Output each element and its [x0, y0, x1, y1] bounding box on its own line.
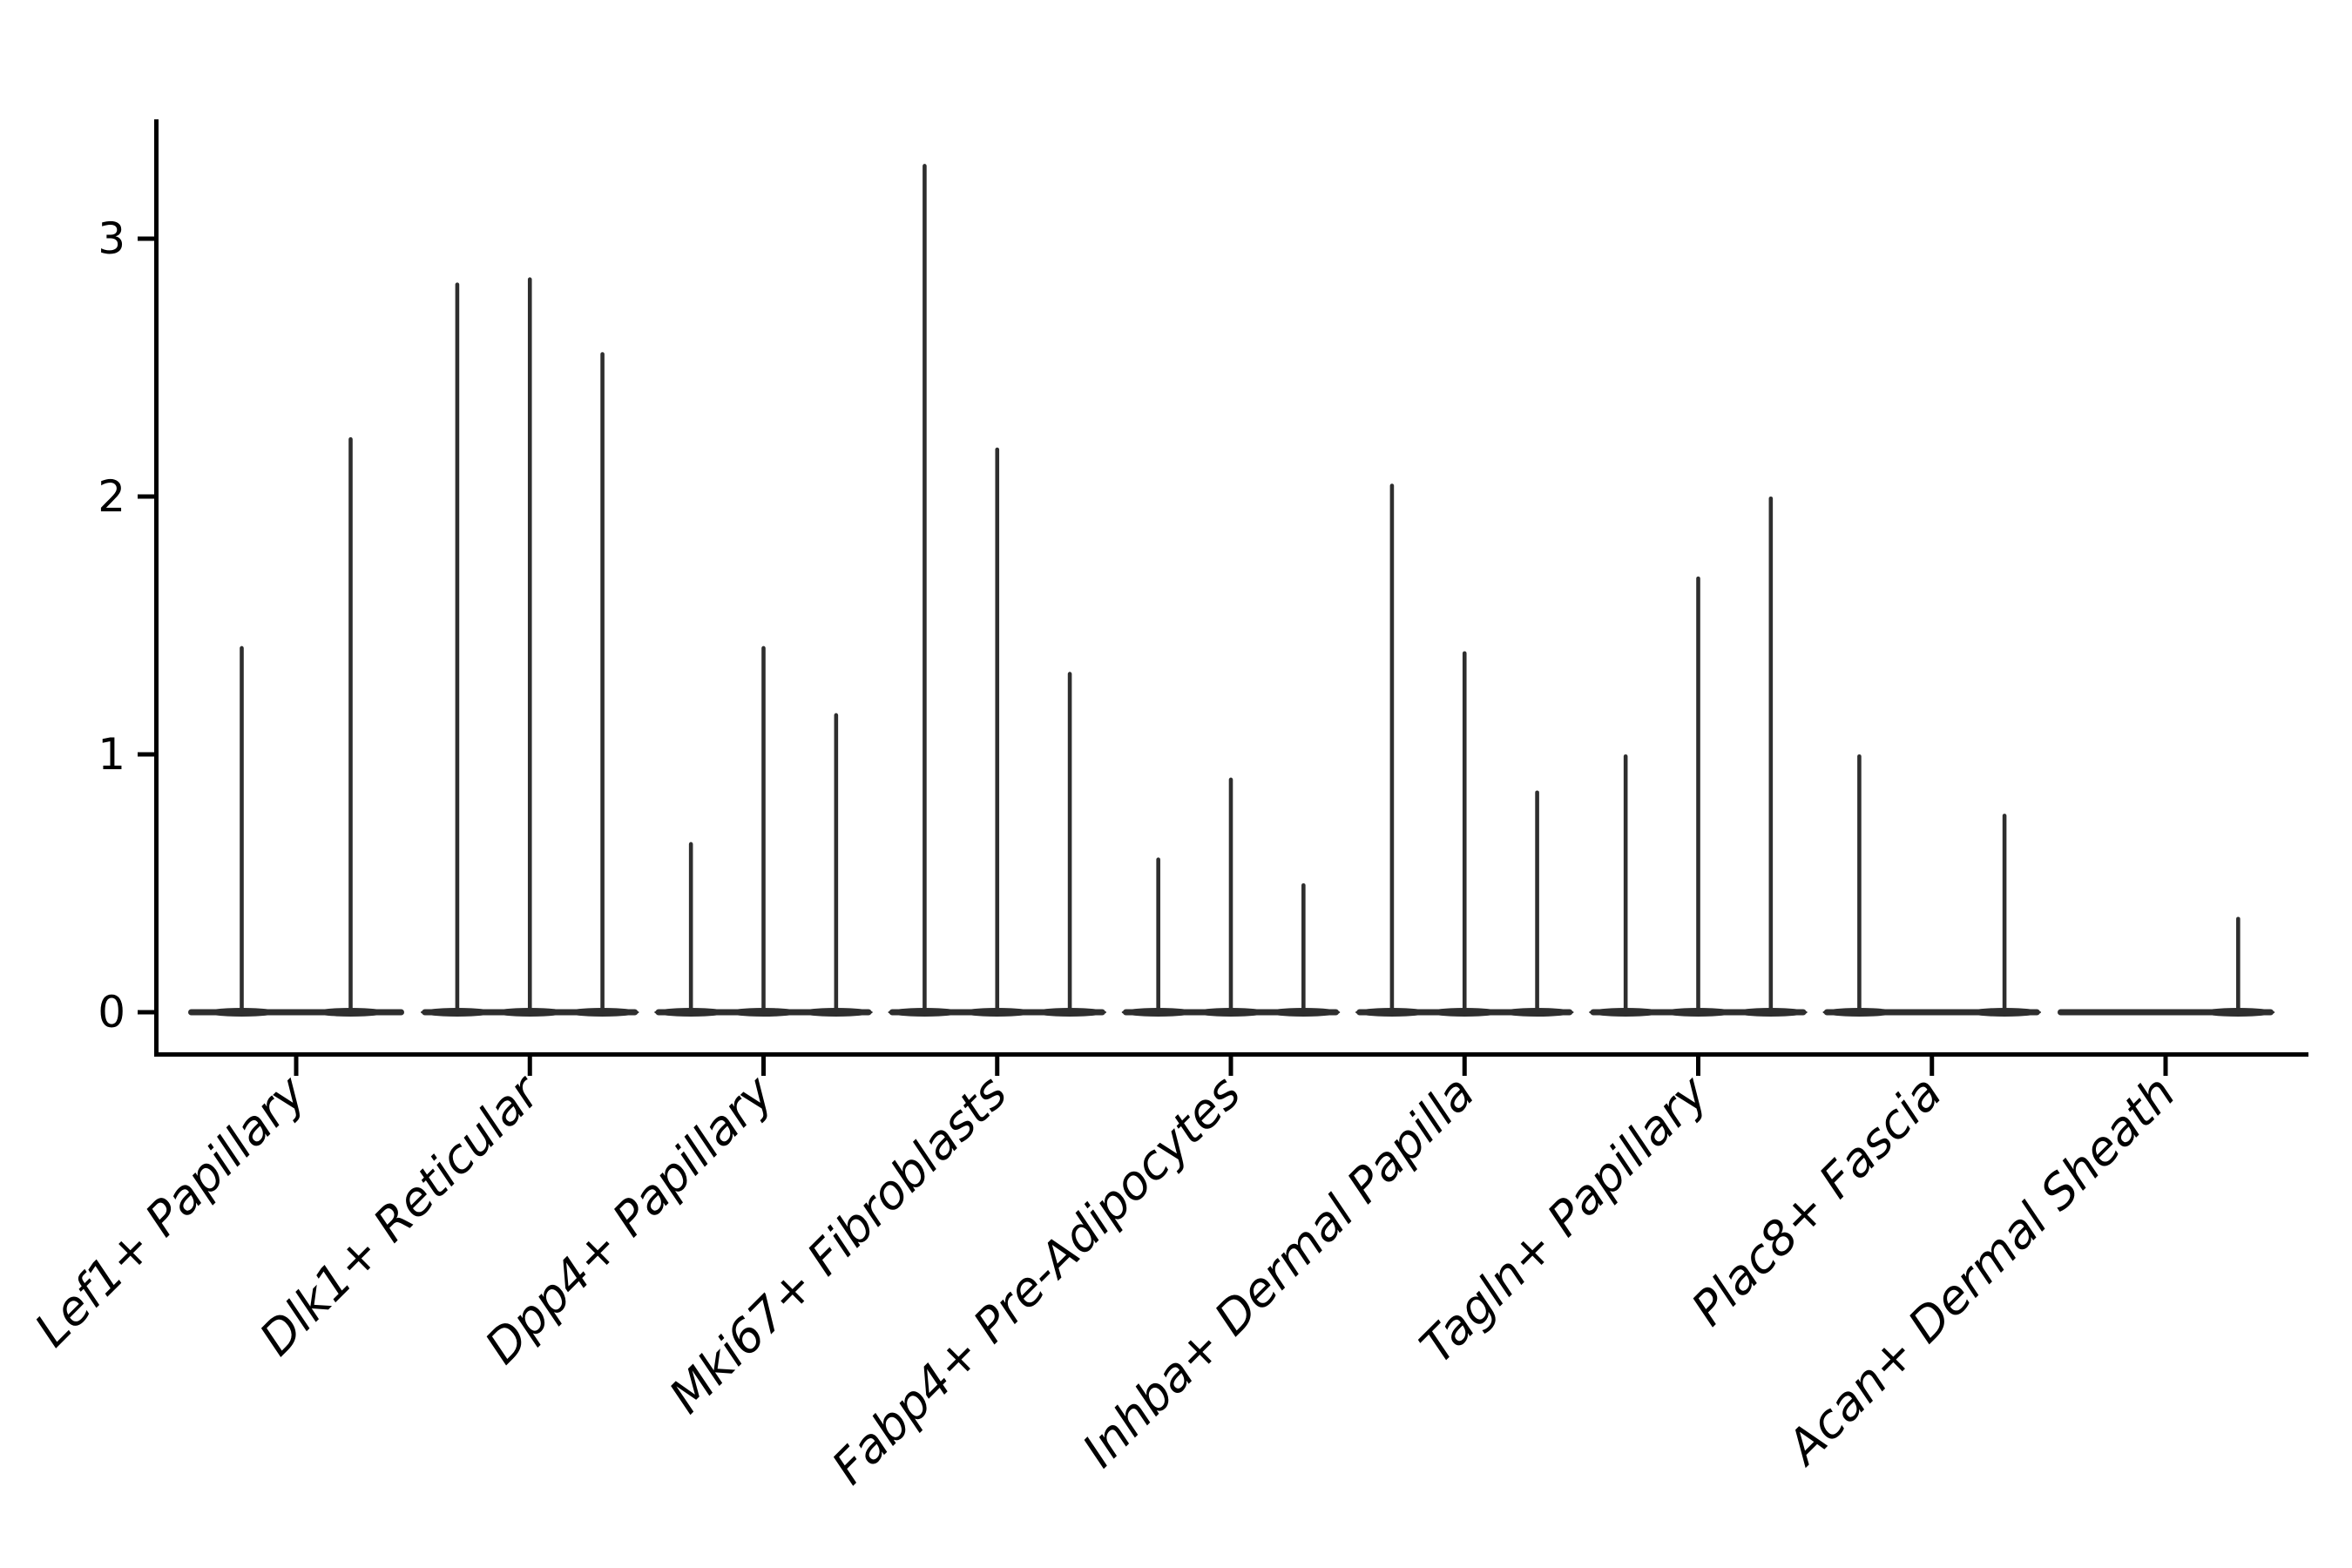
- violin-spike: [1301, 883, 1306, 1012]
- violin-spike: [455, 282, 460, 1012]
- violin-spike: [1389, 483, 1395, 1012]
- violin-bump: [420, 1008, 494, 1017]
- violin-bump: [1500, 1008, 1574, 1017]
- violin-spike: [240, 645, 244, 1012]
- y-tick-label: 0: [98, 987, 125, 1037]
- violin-spike: [1462, 651, 1467, 1012]
- violin-bump: [1734, 1008, 1808, 1017]
- violin-bump: [1355, 1008, 1429, 1017]
- violin-spike: [2236, 916, 2240, 1012]
- violin-spike: [1156, 857, 1160, 1012]
- violin-bump: [1121, 1008, 1195, 1017]
- violin-spike: [1228, 777, 1233, 1012]
- violin-bump: [888, 1008, 962, 1017]
- violin-bump: [1968, 1008, 2042, 1017]
- violin-spike: [834, 713, 839, 1012]
- violin-spike: [1067, 672, 1072, 1012]
- violin-bump: [654, 1008, 728, 1017]
- violin-spike: [1623, 754, 1628, 1012]
- violin-spike: [995, 447, 1000, 1012]
- violin-spike: [2002, 814, 2007, 1012]
- violin-spike: [1857, 754, 1862, 1012]
- y-tick-label: 2: [98, 471, 125, 522]
- violin-spike: [923, 164, 927, 1012]
- violin-spike: [1696, 576, 1700, 1012]
- violin-spike: [600, 352, 605, 1012]
- violin-spike: [688, 841, 693, 1012]
- violin-spike: [348, 436, 353, 1012]
- y-tick-label: 1: [98, 729, 125, 780]
- violin-spike: [1535, 790, 1539, 1012]
- y-tick-label: 3: [98, 213, 125, 264]
- violin-spike: [527, 277, 532, 1012]
- violin-spike: [1768, 497, 1774, 1012]
- violin-bump: [1589, 1008, 1663, 1017]
- violin-spike: [761, 645, 766, 1012]
- violin-bump: [1033, 1008, 1107, 1017]
- violin-bump: [2201, 1008, 2275, 1017]
- violin-bump: [1267, 1008, 1341, 1017]
